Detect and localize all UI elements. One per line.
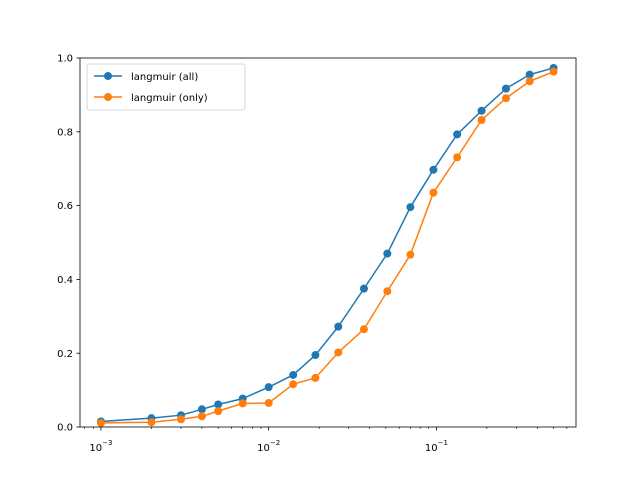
data-point-0-16 bbox=[501, 84, 510, 93]
legend-label-1: langmuir (only) bbox=[131, 93, 208, 104]
data-point-0-10 bbox=[359, 284, 368, 293]
axes: 0.00.20.40.60.81.010−3 10−2 10−1 bbox=[57, 54, 577, 454]
x-tick-label-2: 10−1 bbox=[425, 439, 448, 454]
data-point-1-8 bbox=[311, 373, 320, 382]
y-tick-label-5: 1.0 bbox=[57, 54, 73, 65]
data-point-1-0 bbox=[96, 418, 105, 427]
data-point-1-13 bbox=[429, 188, 438, 197]
data-point-1-5 bbox=[238, 399, 247, 408]
axes-frame bbox=[79, 57, 577, 428]
data-point-0-9 bbox=[334, 322, 343, 331]
y-tick-label-3: 0.6 bbox=[57, 201, 73, 212]
data-point-1-12 bbox=[406, 250, 415, 259]
data-point-1-16 bbox=[501, 94, 510, 103]
legend-box bbox=[86, 63, 246, 111]
y-tick-label-0: 0.0 bbox=[57, 423, 73, 434]
x-tick-exponent-0: −3 bbox=[102, 439, 112, 447]
data-point-0-12 bbox=[406, 203, 415, 212]
data-point-1-9 bbox=[334, 348, 343, 357]
x-tick-base-1: 10 bbox=[257, 443, 270, 454]
data-point-1-7 bbox=[289, 380, 298, 389]
data-point-0-4 bbox=[214, 400, 223, 409]
legend-marker-0 bbox=[104, 72, 112, 80]
legend-label-0: langmuir (all) bbox=[131, 72, 198, 83]
x-tick-exponent-1: −2 bbox=[270, 439, 280, 447]
data-point-1-14 bbox=[453, 153, 462, 162]
data-point-0-11 bbox=[383, 249, 392, 258]
legend-marker-1 bbox=[104, 93, 112, 101]
y-tick-label-1: 0.2 bbox=[57, 349, 73, 360]
y-tick-label-4: 0.8 bbox=[57, 127, 73, 138]
data-point-1-1 bbox=[147, 418, 156, 427]
data-point-1-11 bbox=[383, 287, 392, 296]
data-point-1-3 bbox=[197, 412, 206, 421]
data-point-0-8 bbox=[311, 351, 320, 360]
x-tick-exponent-2: −1 bbox=[438, 439, 448, 447]
legend: langmuir (all) langmuir (only) bbox=[86, 63, 246, 111]
data-point-0-3 bbox=[197, 405, 206, 414]
x-tick-base-0: 10 bbox=[89, 443, 102, 454]
data-point-0-17 bbox=[525, 70, 534, 79]
data-point-1-18 bbox=[549, 67, 558, 76]
data-point-1-2 bbox=[176, 415, 185, 424]
data-point-1-15 bbox=[477, 115, 486, 124]
data-point-0-14 bbox=[453, 130, 462, 139]
data-point-1-4 bbox=[214, 407, 223, 416]
data-point-0-7 bbox=[289, 370, 298, 379]
x-tick-label-0: 10−3 bbox=[89, 439, 112, 454]
y-tick-label-2: 0.4 bbox=[57, 275, 73, 286]
data-point-0-13 bbox=[429, 165, 438, 174]
x-tick-label-1: 10−2 bbox=[257, 439, 280, 454]
data-point-0-6 bbox=[264, 383, 273, 392]
data-point-1-10 bbox=[359, 325, 368, 334]
plot-marks bbox=[96, 63, 558, 427]
x-tick-base-2: 10 bbox=[425, 443, 438, 454]
data-point-1-17 bbox=[525, 77, 534, 86]
data-point-0-15 bbox=[477, 106, 486, 115]
data-point-1-6 bbox=[264, 399, 273, 408]
